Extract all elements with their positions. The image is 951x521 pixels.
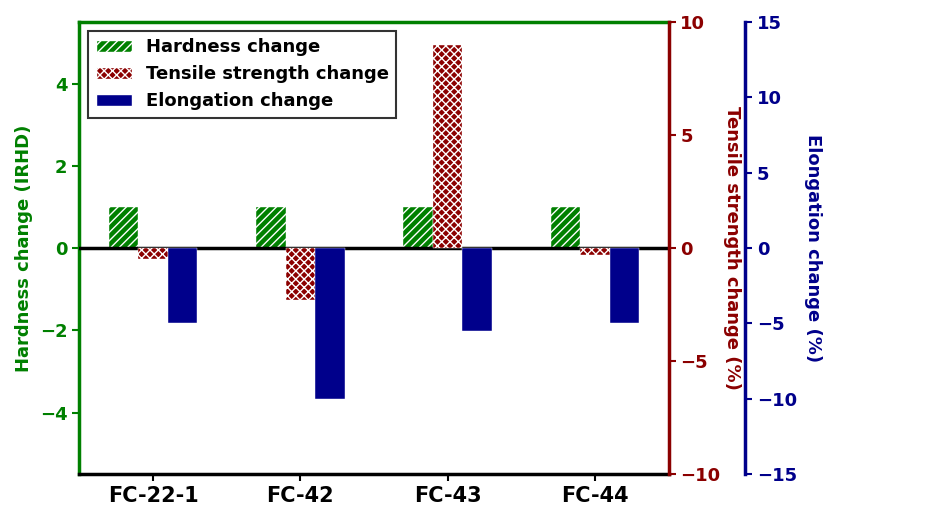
- Bar: [462, 248, 492, 331]
- Y-axis label: Hardness change (IRHD): Hardness change (IRHD): [15, 125, 33, 372]
- Bar: [315, 248, 344, 399]
- Bar: [167, 248, 197, 324]
- Bar: [403, 207, 433, 248]
- Bar: [433, 45, 462, 248]
- Bar: [138, 248, 167, 259]
- Bar: [551, 207, 580, 248]
- Legend: Hardness change, Tensile strength change, Elongation change: Hardness change, Tensile strength change…: [88, 31, 397, 118]
- Bar: [580, 248, 610, 255]
- Bar: [256, 207, 285, 248]
- Y-axis label: Elongation change (%): Elongation change (%): [804, 134, 822, 362]
- Bar: [610, 248, 639, 324]
- Y-axis label: Tensile strength change (%): Tensile strength change (%): [724, 106, 742, 390]
- Bar: [285, 248, 315, 300]
- Bar: [108, 207, 138, 248]
